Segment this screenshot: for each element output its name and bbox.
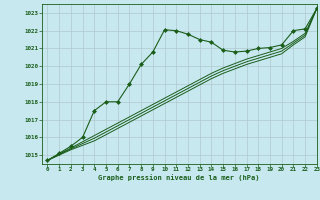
X-axis label: Graphe pression niveau de la mer (hPa): Graphe pression niveau de la mer (hPa) [99, 174, 260, 181]
